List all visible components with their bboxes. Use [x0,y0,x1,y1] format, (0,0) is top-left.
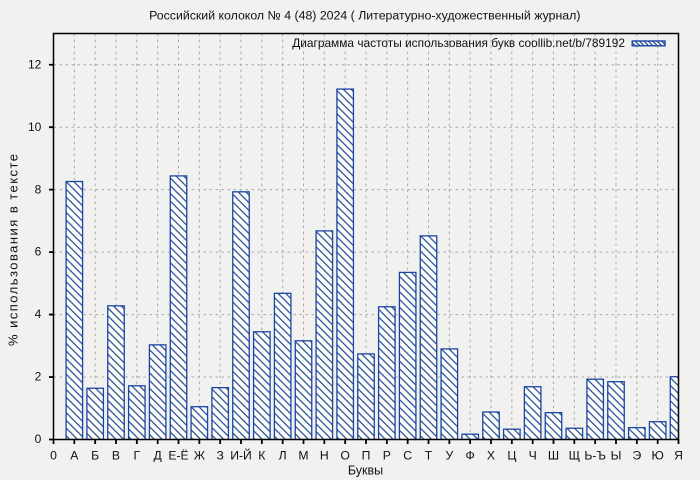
svg-text:У: У [445,448,453,462]
svg-text:0: 0 [35,432,42,446]
svg-text:Щ: Щ [569,448,580,462]
svg-text:Е-Ё: Е-Ё [168,448,188,462]
svg-text:Г: Г [134,448,141,462]
svg-text:Р: Р [383,448,391,462]
svg-text:Б: Б [91,448,99,462]
svg-text:В: В [112,448,120,462]
svg-text:6: 6 [35,245,42,259]
svg-text:П: П [362,448,371,462]
svg-text:2: 2 [35,370,42,384]
svg-text:А: А [70,448,79,462]
svg-text:Буквы: Буквы [348,464,383,478]
svg-text:Российский колокол № 4 (48) 20: Российский колокол № 4 (48) 2024 ( Литер… [149,9,580,23]
svg-text:З: З [216,448,223,462]
svg-text:Т: Т [425,448,433,462]
svg-text:К: К [258,448,266,462]
svg-text:12: 12 [28,57,42,71]
svg-text:Ф: Ф [466,448,475,462]
svg-text:Диаграмма частоты использовани: Диаграмма частоты использования букв coo… [292,36,625,50]
svg-text:10: 10 [28,120,42,134]
svg-text:0: 0 [50,448,57,462]
svg-text:Л: Л [279,448,287,462]
svg-text:4: 4 [35,307,42,321]
svg-text:М: М [298,448,308,462]
svg-text:Ь-Ъ: Ь-Ъ [584,448,606,462]
svg-text:Ю: Ю [652,448,664,462]
svg-text:Ч: Ч [529,448,537,462]
svg-text:Ц: Ц [507,448,516,462]
svg-text:Х: Х [487,448,495,462]
svg-text:Н: Н [320,448,329,462]
svg-text:Ш: Ш [548,448,559,462]
svg-text:Ж: Ж [194,448,206,462]
svg-text:С: С [403,448,412,462]
svg-text:8: 8 [35,182,42,196]
svg-text:О: О [340,448,349,462]
svg-text:Я: Я [674,448,683,462]
svg-text:% использования в тексте: % использования в тексте [5,154,20,346]
svg-text:Э: Э [632,448,641,462]
svg-text:Ы: Ы [611,448,622,462]
svg-text:И-Й: И-Й [230,447,252,462]
svg-text:Д: Д [154,448,163,462]
